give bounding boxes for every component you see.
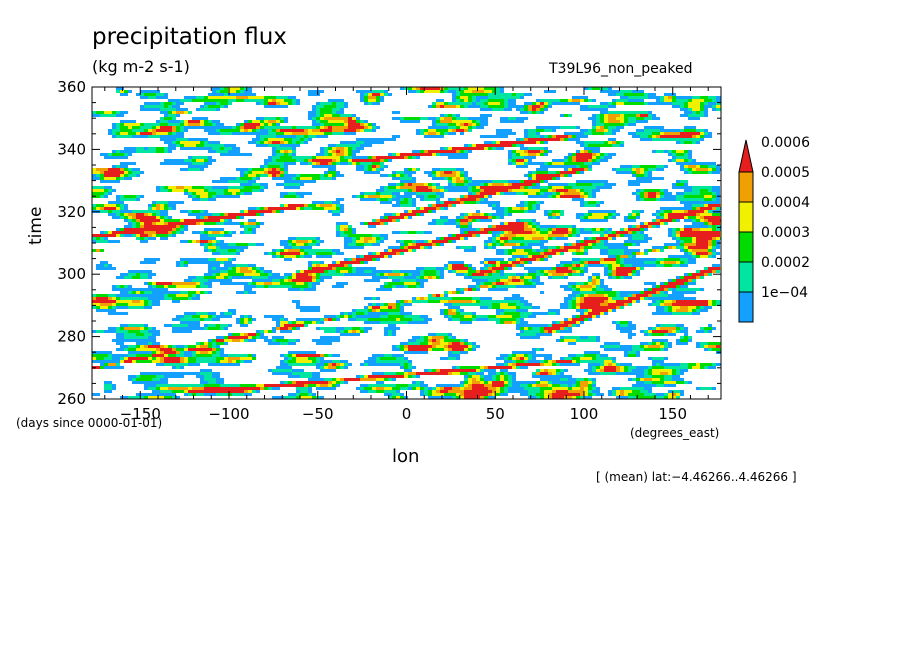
x-tick-label: 100	[570, 405, 599, 423]
colorbar-swatch	[738, 171, 754, 203]
precip-field	[92, 87, 721, 399]
y-tick-label: 360	[57, 78, 86, 96]
footnote: [ (mean) lat:−4.46266..4.46266 ]	[596, 470, 797, 484]
y-tick-label: 280	[57, 328, 86, 346]
y-tick-label: 320	[57, 203, 86, 221]
colorbar-label: 0.0005	[761, 165, 810, 181]
chart-title: precipitation flux	[92, 24, 287, 50]
x-tick-label: 0	[402, 405, 412, 423]
chart-units: (kg m-2 s-1)	[92, 57, 190, 76]
x-axis-units: (degrees_east)	[630, 426, 720, 440]
colorbar-label: 0.0002	[761, 255, 810, 271]
colorbar-swatch	[738, 231, 754, 263]
colorbar-extend-arrow	[738, 139, 754, 173]
colorbar-label: 0.0004	[761, 195, 810, 211]
colorbar-swatch	[738, 291, 754, 323]
x-tick-label: 50	[486, 405, 505, 423]
colorbar-label: 0.0006	[761, 135, 810, 151]
colorbar-label: 1e−04	[761, 285, 808, 301]
x-tick-label: −150	[120, 405, 161, 423]
x-tick-label: −100	[208, 405, 249, 423]
y-axis-label: time	[26, 206, 46, 245]
run-label: T39L96_non_peaked	[549, 61, 693, 77]
x-tick-label: −50	[302, 405, 334, 423]
y-tick-label: 260	[57, 390, 86, 408]
colorbar-swatch	[738, 261, 754, 293]
colorbar: 1e−04 0.0002 0.0003 0.0004 0.0005 0.0006	[738, 135, 810, 323]
y-tick-label: 300	[57, 265, 86, 283]
y-axis-units: (days since 0000-01-01)	[16, 416, 163, 430]
x-tick-label: 150	[658, 405, 687, 423]
colorbar-label: 0.0003	[761, 225, 810, 241]
colorbar-swatch	[738, 201, 754, 233]
y-tick-label: 340	[57, 140, 86, 158]
x-axis-label: lon	[392, 446, 420, 467]
